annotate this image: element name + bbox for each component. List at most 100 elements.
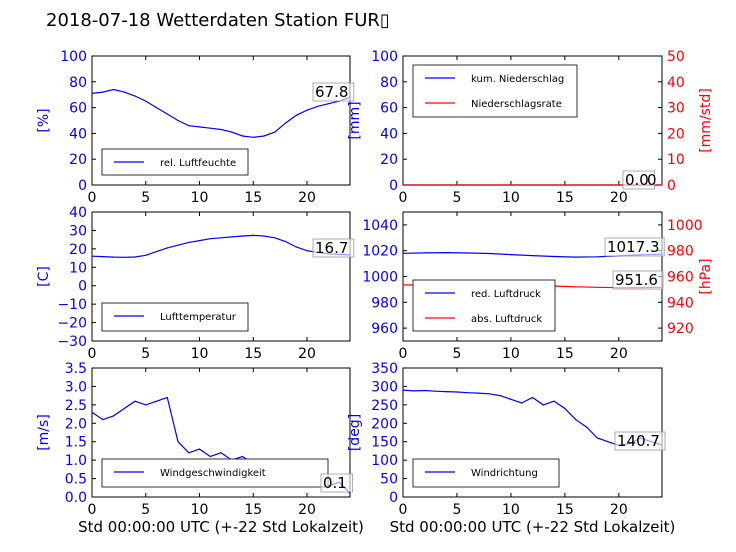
data-point	[198, 240, 201, 242]
y-tick-label: 200	[371, 416, 398, 432]
legend-label: rel. Luftfeuchte	[160, 158, 236, 169]
data-point	[295, 114, 297, 116]
data-point	[220, 128, 222, 131]
value-annotation: 0.0	[625, 171, 649, 189]
data-point	[155, 400, 158, 402]
y-right-axis-label: [mm/std]	[698, 88, 714, 153]
x-tick-label: 15	[556, 190, 574, 206]
legend-label: Windrichtung	[471, 468, 538, 479]
data-point	[177, 119, 179, 122]
data-point	[349, 492, 351, 494]
y-tick-label: 40	[69, 205, 87, 221]
data-point	[220, 452, 222, 454]
y-tick-label: 100	[60, 49, 87, 65]
data-point	[155, 251, 158, 253]
x-tick-label: 15	[244, 190, 262, 206]
data-point	[531, 255, 534, 257]
data-point	[112, 88, 115, 91]
data-point	[123, 91, 125, 93]
data-point	[134, 95, 136, 97]
data-point	[220, 237, 222, 239]
y-tick-label: −20	[57, 316, 87, 332]
x-tick-label: 0	[399, 190, 408, 206]
y-tick-label: 20	[69, 152, 87, 168]
data-point	[166, 247, 168, 249]
data-point	[231, 236, 233, 238]
annotation-box	[612, 270, 664, 290]
y-right-tick-label: 1000	[667, 218, 703, 234]
y-tick-label: 980	[371, 295, 398, 311]
y-tick-label: 3.5	[65, 361, 87, 377]
x-tick-label: 10	[191, 346, 209, 362]
x-tick-label: 0	[88, 346, 97, 362]
data-point	[510, 254, 512, 256]
x-tick-label: 5	[452, 190, 461, 206]
data-point	[102, 419, 104, 421]
data-point	[145, 100, 147, 102]
data-point	[134, 400, 136, 402]
y-tick-label: −10	[57, 297, 87, 313]
data-point	[306, 250, 308, 252]
data-point	[575, 419, 577, 421]
value-annotation: 0.1	[323, 474, 347, 492]
annotation-box	[614, 431, 666, 451]
data-point	[91, 411, 93, 413]
data-point	[177, 441, 179, 443]
x-tick-label: 5	[141, 190, 150, 206]
data-point	[241, 455, 244, 458]
data-point	[155, 107, 158, 109]
data-point	[553, 255, 555, 258]
data-point	[209, 238, 211, 240]
data-point	[112, 256, 115, 258]
legend-box	[412, 64, 578, 118]
data-point	[467, 252, 469, 254]
data-point	[198, 126, 201, 128]
y-tick-label: 20	[69, 242, 87, 258]
y-tick-label: 40	[69, 126, 87, 142]
x-tick-label: 10	[191, 502, 209, 518]
data-point	[402, 184, 404, 186]
panel-precipitation: 0 5 10 15 20 0 20 40 60 80 100 0 10 20 30 40 50 [mm] [mm/s…	[347, 49, 714, 206]
y-tick-label: 300	[371, 379, 398, 395]
data-point	[564, 407, 566, 410]
data-point	[166, 113, 168, 115]
value-annotation: 0	[647, 171, 657, 189]
data-point	[402, 252, 404, 254]
data-point	[188, 241, 190, 243]
data-point	[467, 392, 469, 394]
legend-box	[101, 458, 329, 488]
panel-pressure: 0 5 10 15 20 960 980 1000 1020 1040 920 940 960 980 10…	[362, 211, 714, 362]
data-point	[274, 237, 276, 239]
data-point	[553, 400, 555, 402]
y-tick-label: 60	[69, 101, 87, 117]
y-right-tick-label: 30	[667, 101, 685, 117]
y-right-tick-label: 50	[667, 49, 685, 65]
data-point	[402, 389, 404, 391]
y-right-tick-label: 10	[667, 152, 685, 168]
data-point	[317, 105, 319, 107]
data-point	[263, 235, 265, 237]
y-axis-label: [%]	[36, 108, 52, 132]
y-right-tick-label: 960	[667, 270, 694, 286]
legend-label: red. Luftdruck	[471, 289, 541, 300]
y-right-tick-label: 920	[667, 321, 694, 337]
data-point	[123, 407, 125, 410]
data-point	[209, 455, 211, 458]
y-tick-label: 0	[389, 490, 398, 506]
legend-label: kum. Niederschlag	[471, 74, 564, 85]
y-tick-label: 30	[69, 223, 87, 239]
data-point	[166, 396, 168, 399]
y-tick-label: 1020	[362, 244, 398, 260]
data-point	[531, 396, 534, 399]
y-tick-label: −30	[57, 334, 87, 350]
x-tick-label: 10	[502, 346, 520, 362]
data-point	[424, 252, 426, 254]
y-tick-label: 20	[380, 152, 398, 168]
y-tick-label: 0	[78, 279, 87, 295]
y-tick-label: 2.0	[65, 416, 87, 432]
data-point	[445, 391, 447, 393]
data-point	[424, 389, 426, 392]
annotation-box	[604, 237, 665, 257]
